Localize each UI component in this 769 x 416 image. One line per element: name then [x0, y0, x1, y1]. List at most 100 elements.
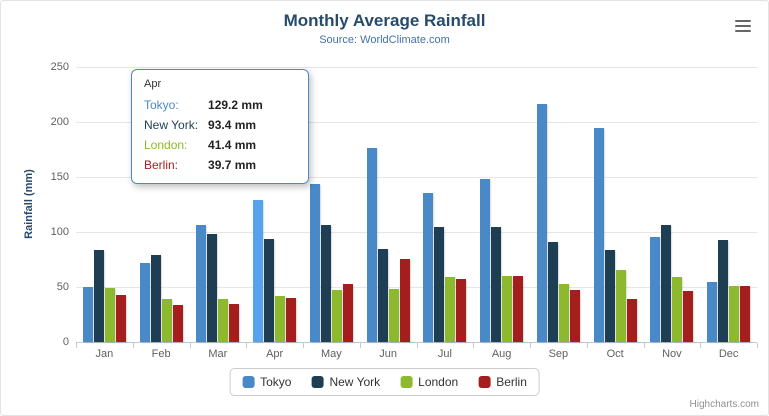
tooltip-row: London: 41.4 mm: [144, 135, 263, 155]
gridline: [76, 232, 757, 233]
column-tokyo-sep[interactable]: [536, 103, 547, 342]
tooltip-series-label: New York:: [144, 118, 199, 132]
column-new-york-apr[interactable]: [264, 239, 275, 342]
tooltip-row: New York: 93.4 mm: [144, 115, 263, 135]
tooltip-row: Tokyo: 129.2 mm: [144, 95, 263, 115]
column-new-york-jan[interactable]: [93, 250, 104, 342]
column-berlin-mar[interactable]: [229, 304, 240, 342]
tooltip-series-label: Berlin:: [144, 158, 179, 172]
column-london-nov[interactable]: [672, 276, 683, 342]
tooltip-value: 93.4 mm: [208, 118, 257, 132]
tooltip-series-label: Tokyo:: [144, 98, 179, 112]
column-london-oct[interactable]: [615, 270, 626, 342]
x-axis-label: Oct: [606, 348, 624, 360]
column-new-york-feb[interactable]: [150, 255, 161, 342]
column-berlin-nov[interactable]: [683, 290, 694, 342]
column-new-york-jun[interactable]: [377, 249, 388, 342]
column-tokyo-may[interactable]: [309, 183, 320, 342]
legend-item-tokyo[interactable]: Tokyo: [242, 375, 291, 389]
column-london-jul[interactable]: [445, 277, 456, 342]
x-axis-tick: [757, 343, 758, 348]
x-axis-labels: Jan Feb Mar Apr May Jun Jul Aug Sep Oct Nov Dec: [76, 348, 757, 362]
y-axis-label: 50: [56, 281, 69, 293]
legend-swatch-london: [400, 376, 413, 388]
column-london-sep[interactable]: [558, 284, 569, 342]
column-london-dec[interactable]: [729, 285, 740, 342]
legend-item-new-york[interactable]: New York: [311, 375, 380, 389]
x-axis-tick: [132, 343, 134, 348]
column-berlin-jul[interactable]: [456, 278, 467, 342]
column-tokyo-jan[interactable]: [82, 287, 93, 342]
gridline: [76, 67, 757, 68]
column-berlin-sep[interactable]: [569, 289, 580, 342]
x-axis-tick: [76, 343, 77, 348]
x-axis-label: Dec: [718, 348, 739, 360]
column-tokyo-dec[interactable]: [707, 282, 718, 342]
credits-link[interactable]: Highcharts.com: [689, 399, 759, 410]
x-axis-tick: [246, 343, 248, 348]
column-new-york-aug[interactable]: [491, 227, 502, 342]
tooltip-table: Tokyo: 129.2 mm New York: 93.4 mm London: 41.…: [144, 95, 263, 175]
x-axis-tick: [643, 343, 645, 348]
column-london-jun[interactable]: [388, 288, 399, 342]
column-london-mar[interactable]: [218, 298, 229, 342]
column-berlin-apr[interactable]: [286, 298, 297, 342]
column-tokyo-jul[interactable]: [423, 192, 434, 342]
column-berlin-feb[interactable]: [172, 305, 183, 342]
column-berlin-may[interactable]: [342, 284, 353, 342]
chart-title: Monthly Average Rainfall: [283, 11, 486, 30]
column-new-york-may[interactable]: [320, 225, 331, 342]
column-berlin-oct[interactable]: [626, 298, 637, 342]
column-new-york-dec[interactable]: [718, 240, 729, 342]
column-tokyo-nov[interactable]: [650, 236, 661, 342]
column-new-york-oct[interactable]: [604, 250, 615, 342]
column-london-apr[interactable]: [275, 296, 286, 342]
x-axis-label: Sep: [548, 348, 569, 360]
export-menu-button[interactable]: [730, 17, 756, 37]
x-axis-tick: [416, 343, 418, 348]
x-axis-tick: [530, 343, 531, 348]
plot-area: [76, 67, 757, 343]
x-axis-tick: [189, 343, 191, 348]
column-tokyo-apr[interactable]: [253, 199, 264, 342]
y-axis-label: 150: [50, 171, 69, 183]
tooltip-header: Apr: [144, 78, 162, 90]
column-tokyo-aug[interactable]: [480, 178, 491, 342]
y-axis-label: 200: [50, 116, 69, 128]
tooltip-series-label: London:: [144, 138, 188, 152]
column-berlin-jan[interactable]: [115, 295, 126, 342]
column-berlin-jun[interactable]: [399, 258, 410, 342]
column-london-feb[interactable]: [161, 299, 172, 342]
column-berlin-aug[interactable]: [513, 275, 524, 342]
column-new-york-mar[interactable]: [207, 233, 218, 342]
tooltip: Apr Tokyo: 129.2 mm New York: 93.4 mm London…: [131, 69, 309, 184]
legend-swatch-tokyo: [242, 376, 255, 388]
legend-label-london: London: [418, 375, 459, 389]
legend-item-berlin[interactable]: Berlin: [478, 375, 527, 389]
column-tokyo-feb[interactable]: [139, 263, 150, 342]
y-axis-labels: 0 50 100 150 200 250: [29, 61, 69, 348]
legend-label-tokyo: Tokyo: [260, 375, 292, 389]
column-tokyo-jun[interactable]: [366, 148, 377, 342]
tooltip-value: 129.2 mm: [208, 98, 263, 112]
column-london-jan[interactable]: [104, 288, 115, 342]
column-london-aug[interactable]: [502, 276, 513, 342]
column-tokyo-oct[interactable]: [593, 128, 604, 342]
gridline: [76, 122, 757, 123]
chart-subtitle: Source: WorldClimate.com: [319, 34, 450, 46]
tooltip-value: 39.7 mm: [208, 158, 257, 172]
column-tokyo-mar[interactable]: [196, 224, 207, 342]
y-axis-label: 100: [50, 226, 69, 238]
x-axis-tick: [473, 343, 475, 348]
column-berlin-dec[interactable]: [740, 285, 751, 342]
x-axis-label: Jul: [437, 348, 452, 360]
x-axis-label: Apr: [266, 348, 284, 360]
gridline: [76, 287, 757, 288]
legend-swatch-new-york: [311, 376, 324, 388]
legend-item-london[interactable]: London: [400, 375, 458, 389]
column-new-york-jul[interactable]: [434, 226, 445, 342]
column-new-york-nov[interactable]: [661, 224, 672, 342]
column-new-york-sep[interactable]: [547, 241, 558, 342]
column-london-may[interactable]: [331, 290, 342, 342]
